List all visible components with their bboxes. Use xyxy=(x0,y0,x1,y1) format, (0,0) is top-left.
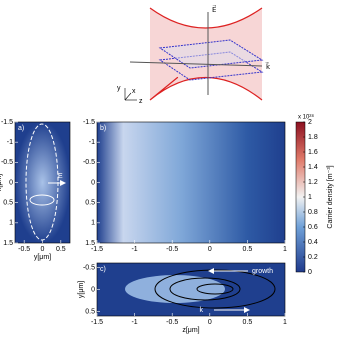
x-tick-label: 0.5 xyxy=(243,246,253,253)
schematic: E⃗ k⃗ y x z xyxy=(117,5,271,105)
x-tick-label: 0 xyxy=(208,319,212,326)
annotation: growth xyxy=(252,268,273,275)
diagram-label: E⃗ xyxy=(212,5,216,14)
x-tick-label: -1.5 xyxy=(91,246,103,253)
x-tick-label: -1 xyxy=(131,246,137,253)
y-tick-label: 0 xyxy=(9,179,13,186)
x-tick-label: 0 xyxy=(41,246,45,253)
x-tick-label: -0.5 xyxy=(166,246,178,253)
annotation: k xyxy=(200,307,204,314)
annotation: E xyxy=(58,173,63,180)
colorbar-tick-label: 2 xyxy=(308,119,312,126)
y-tick-label: 0.5 xyxy=(85,200,95,207)
panel-label: a) xyxy=(18,125,24,132)
colorbar-label: Carrier density [m⁻³] xyxy=(327,165,334,228)
colorbar-tick-label: 1.8 xyxy=(308,134,318,141)
colorbar-multiplier: x 10²⁸ xyxy=(298,114,314,121)
colorbar-tick-label: 0 xyxy=(308,269,312,276)
diagram-label: y xyxy=(117,85,121,92)
y-tick-label: 1 xyxy=(9,220,13,227)
panel-label: b) xyxy=(100,125,106,132)
diagram-label: k⃗ xyxy=(265,62,271,71)
x-tick-label: 0 xyxy=(208,246,212,253)
y-tick-label: 1.5 xyxy=(3,240,13,247)
diagram-label: x xyxy=(132,88,136,95)
y-tick-label: 0.5 xyxy=(3,200,13,207)
y-tick-label: -0.5 xyxy=(83,264,95,271)
y-axis-label: y[μm] xyxy=(78,281,85,298)
heatmap-image xyxy=(97,122,285,243)
y-tick-label: 1 xyxy=(91,220,95,227)
x-axis-label: z[μm] xyxy=(182,327,199,334)
y-tick-label: 0.5 xyxy=(85,308,95,315)
x-tick-label: 0.5 xyxy=(56,246,66,253)
colorbar-tick-label: 1 xyxy=(308,194,312,201)
y-tick-label: -1 xyxy=(7,139,13,146)
y-tick-label: -1 xyxy=(89,139,95,146)
y-axis-label: x[μm] xyxy=(0,174,3,191)
y-tick-label: -1.5 xyxy=(83,119,95,126)
colorbar-tick-label: 1.4 xyxy=(308,164,318,171)
colorbar-tick-label: 0.8 xyxy=(308,209,318,216)
y-tick-label: -0.5 xyxy=(83,159,95,166)
y-tick-label: -0.5 xyxy=(1,159,13,166)
y-tick-label: 1.5 xyxy=(85,240,95,247)
y-tick-label: -1.5 xyxy=(1,119,13,126)
x-axis-label: y[μm] xyxy=(34,254,51,261)
x-tick-label: -0.5 xyxy=(18,246,30,253)
diagram-label: z xyxy=(139,98,143,105)
x-tick-label: 1 xyxy=(283,319,287,326)
x-tick-label: -1 xyxy=(131,319,137,326)
colorbar-tick-label: 0.2 xyxy=(308,254,318,261)
x-tick-label: -0.5 xyxy=(166,319,178,326)
panel-label: c) xyxy=(100,266,106,273)
x-tick-label: -1.5 xyxy=(91,319,103,326)
y-tick-label: 0 xyxy=(91,179,95,186)
y-tick-label: 0 xyxy=(91,286,95,293)
colorbar-tick-label: 0.4 xyxy=(308,239,318,246)
x-tick-label: 0.5 xyxy=(243,319,253,326)
colorbar-tick-label: 1.2 xyxy=(308,179,318,186)
x-tick-label: 1 xyxy=(283,246,287,253)
colorbar-tick-label: 0.6 xyxy=(308,224,318,231)
colorbar-tick-label: 1.6 xyxy=(308,149,318,156)
